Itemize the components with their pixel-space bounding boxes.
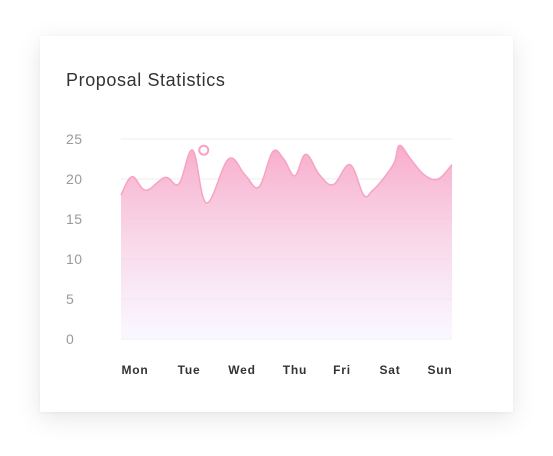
x-tick-label: Fri bbox=[333, 363, 351, 377]
card-title: Proposal Statistics bbox=[66, 70, 226, 90]
y-tick-label: 15 bbox=[66, 211, 83, 227]
x-tick-label: Sun bbox=[427, 363, 452, 377]
y-tick-label: 25 bbox=[66, 131, 83, 147]
x-tick-label: Wed bbox=[228, 363, 256, 377]
highlight-point-marker[interactable] bbox=[198, 144, 210, 156]
series-line bbox=[120, 144, 453, 204]
proposal-statistics-card: Proposal Statistics 0 5 10 15 20 25 Mon Tue Wed… bbox=[40, 36, 513, 412]
x-tick-label: Thu bbox=[283, 363, 307, 377]
x-tick-label: Tue bbox=[178, 363, 201, 377]
y-tick-label: 5 bbox=[66, 291, 74, 307]
y-tick-label: 0 bbox=[66, 331, 74, 347]
y-tick-label: 10 bbox=[66, 251, 83, 267]
area-fill bbox=[121, 145, 452, 339]
x-tick-label: Mon bbox=[121, 363, 148, 377]
y-tick-label: 20 bbox=[66, 171, 83, 187]
x-tick-label: Sat bbox=[379, 363, 400, 377]
proposal-statistics-chart: 0 5 10 15 20 25 Mon Tue Wed Thu Fri Sat Sun bbox=[66, 131, 453, 377]
